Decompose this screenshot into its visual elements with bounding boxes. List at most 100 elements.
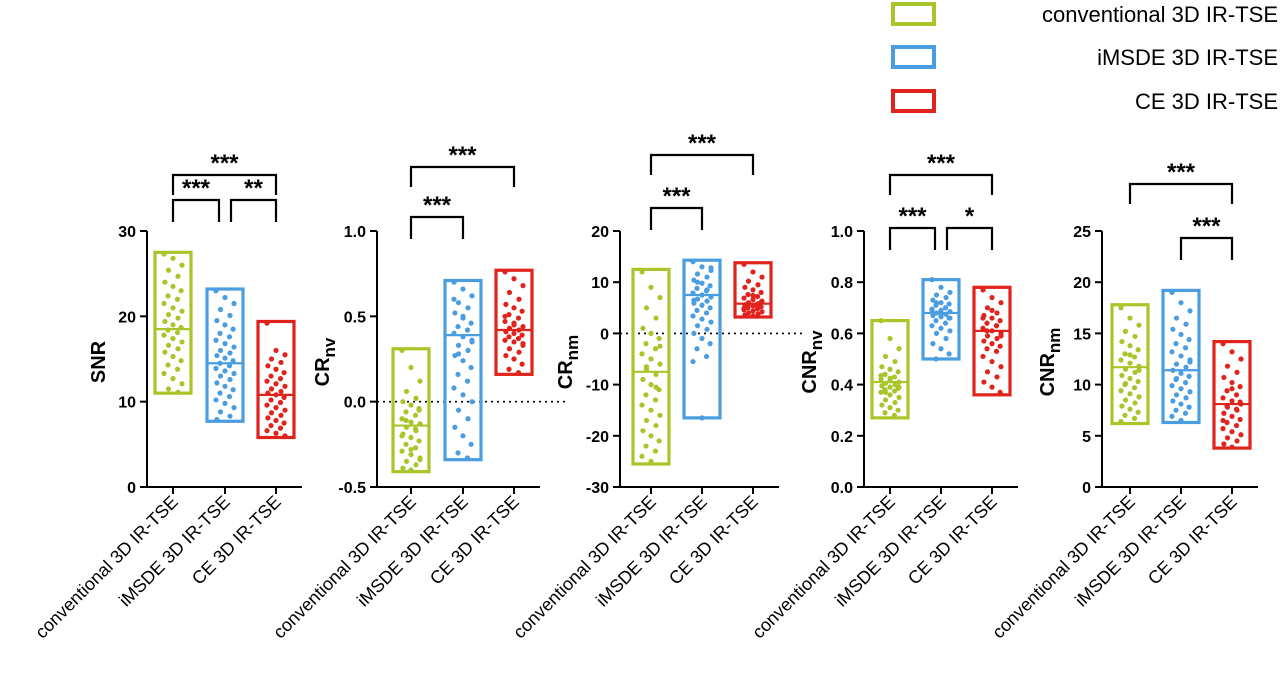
data-point: [699, 302, 705, 308]
legend-swatch: [891, 89, 936, 113]
data-point: [1170, 326, 1176, 332]
data-point: [214, 352, 220, 359]
data-point: [519, 332, 525, 338]
data-point: [278, 388, 284, 395]
data-point: [741, 295, 747, 301]
data-point: [408, 434, 414, 441]
data-point: [1122, 366, 1129, 372]
data-point: [942, 305, 949, 311]
data-point: [227, 312, 233, 319]
y-tick-label: 0.8: [831, 275, 853, 292]
data-point: [217, 360, 223, 366]
data-point: [947, 289, 953, 296]
data-point: [408, 419, 414, 425]
significance-bracket: [1179, 236, 1234, 260]
data-point: [1118, 388, 1124, 394]
data-point: [277, 376, 284, 382]
data-point: [1118, 357, 1124, 363]
data-point: [511, 276, 517, 282]
data-point: [1237, 384, 1243, 390]
data-point: [170, 305, 176, 311]
data-point: [231, 405, 237, 411]
data-point: [175, 315, 181, 321]
data-point: [933, 292, 940, 298]
legend-label: CE 3D IR-TSE: [1135, 89, 1278, 114]
data-point: [1119, 338, 1125, 345]
data-point: [989, 358, 995, 365]
range-box: [443, 278, 483, 462]
data-point: [162, 318, 168, 325]
legend-swatch: [891, 2, 936, 26]
data-point: [704, 274, 710, 280]
y-tick-label: 20: [118, 309, 136, 326]
data-point: [896, 379, 902, 385]
data-point: [929, 307, 935, 313]
data-point: [882, 389, 889, 395]
data-point: [162, 279, 168, 285]
data-point: [1170, 398, 1176, 404]
data-point: [511, 330, 517, 336]
data-point: [758, 299, 764, 305]
data-point: [742, 312, 748, 318]
data-point: [984, 346, 990, 352]
data-point: [878, 376, 884, 383]
significance-bracket: [409, 165, 516, 187]
data-point: [703, 353, 710, 360]
data-point: [691, 330, 697, 336]
y-tick-label: -0.5: [338, 480, 366, 497]
data-point: [742, 284, 748, 290]
data-point: [455, 342, 462, 348]
data-point: [657, 412, 663, 418]
y-tick-label: 10: [118, 395, 136, 412]
data-point: [879, 364, 885, 370]
data-point: [1119, 403, 1125, 409]
data-point: [213, 337, 219, 343]
data-point: [511, 305, 517, 311]
data-point: [178, 358, 184, 364]
data-point: [408, 402, 414, 408]
significance-bracket: [1128, 182, 1234, 204]
data-point: [217, 390, 223, 396]
y-tick-label: 0: [1082, 480, 1091, 497]
significance-bracket: [888, 226, 937, 250]
y-axis-label: CRnv: [312, 337, 339, 386]
data-point: [217, 409, 224, 415]
data-point: [506, 325, 513, 331]
data-point: [1182, 345, 1189, 351]
data-point: [708, 265, 714, 271]
data-point: [1170, 367, 1176, 373]
y-tick-label: -10: [586, 378, 609, 395]
data-point: [699, 292, 705, 298]
data-point: [403, 424, 410, 430]
data-point: [984, 328, 990, 334]
data-point: [1132, 400, 1138, 406]
data-point: [469, 293, 475, 299]
data-point: [451, 296, 457, 302]
data-point: [417, 378, 423, 384]
data-point: [273, 405, 279, 411]
data-point: [1173, 375, 1180, 382]
data-point: [745, 301, 751, 307]
data-point: [179, 339, 185, 345]
data-point: [947, 328, 953, 334]
data-point: [175, 346, 181, 352]
y-tick-label: 20: [1073, 275, 1091, 292]
data-point: [399, 433, 405, 439]
y-tick-label: -20: [586, 429, 609, 446]
data-point: [503, 352, 509, 359]
data-point: [403, 409, 409, 415]
data-point: [989, 341, 995, 347]
data-point: [938, 312, 944, 319]
data-point: [268, 397, 274, 403]
data-point: [451, 279, 457, 285]
data-point: [690, 290, 696, 296]
significance-label: **: [244, 175, 263, 202]
data-point: [994, 335, 1000, 342]
data-point: [998, 333, 1004, 339]
data-point: [1131, 354, 1138, 360]
data-point: [690, 313, 696, 319]
data-point: [1229, 429, 1235, 435]
data-point: [222, 341, 228, 347]
data-point: [408, 451, 414, 458]
